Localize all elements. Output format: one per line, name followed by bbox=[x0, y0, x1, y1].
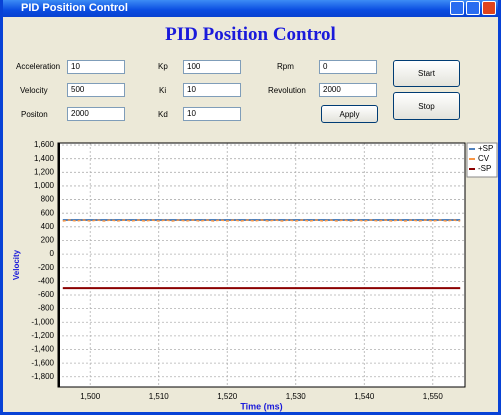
y-tick-label: 600 bbox=[41, 208, 55, 217]
y-tick-label: -200 bbox=[38, 263, 55, 272]
minimize-button[interactable] bbox=[450, 1, 464, 15]
text-box[interactable]: 10 bbox=[67, 60, 125, 74]
x-tick-label: 1,500 bbox=[80, 392, 101, 401]
text-box[interactable]: 10 bbox=[183, 107, 241, 121]
series-line bbox=[62, 219, 461, 222]
start-button[interactable]: Start bbox=[393, 60, 460, 87]
stop-button[interactable]: Stop bbox=[393, 92, 460, 120]
text-box[interactable]: 2000 bbox=[67, 107, 125, 121]
x-tick-label: 1,550 bbox=[423, 392, 444, 401]
y-tick-label: -1,800 bbox=[31, 372, 54, 381]
legend-label: -SP bbox=[478, 164, 491, 173]
legend-label: +SP bbox=[478, 144, 493, 153]
y-axis-label: Velocity bbox=[12, 249, 21, 280]
text-box[interactable]: 0 bbox=[319, 60, 377, 74]
y-tick-label: -600 bbox=[38, 290, 55, 299]
apply-button[interactable]: Apply bbox=[321, 105, 378, 123]
close-button[interactable] bbox=[482, 1, 496, 15]
y-tick-label: -1,000 bbox=[31, 317, 54, 326]
y-tick-label: -800 bbox=[38, 304, 55, 313]
text-box[interactable]: 10 bbox=[183, 83, 241, 97]
header-title: PID Position Control bbox=[165, 24, 336, 45]
y-tick-label: 800 bbox=[41, 195, 55, 204]
y-tick-label: 1,000 bbox=[34, 181, 55, 190]
chart: 1,600 1,400 1,200 1,000 800 600 400 200 0 -200 -40… bbox=[12, 140, 498, 411]
field-label: Positon bbox=[21, 110, 48, 119]
x-tick-label: 1,530 bbox=[286, 392, 307, 401]
field-label: Ki bbox=[159, 86, 167, 95]
y-tick-label: -1,200 bbox=[31, 331, 54, 340]
field-label: Kp bbox=[158, 62, 168, 71]
y-tick-label: 1,600 bbox=[34, 140, 55, 149]
y-tick-label: 1,400 bbox=[34, 154, 55, 163]
x-tick-label: 1,520 bbox=[217, 392, 238, 401]
y-tick-label: -400 bbox=[38, 276, 55, 285]
y-tick-label: -1,600 bbox=[31, 358, 54, 367]
field-label: Rpm bbox=[277, 62, 294, 71]
text-box[interactable]: 2000 bbox=[319, 83, 377, 97]
window-title: PID Position Control bbox=[21, 2, 128, 14]
title-bar: PID Position Control bbox=[3, 0, 498, 17]
field-label: Acceleration bbox=[16, 62, 61, 71]
field-label: Velocity bbox=[20, 86, 48, 95]
y-tick-label: 0 bbox=[50, 249, 55, 258]
y-tick-label: 1,200 bbox=[34, 167, 55, 176]
y-tick-label: 200 bbox=[41, 236, 55, 245]
maximize-button[interactable] bbox=[466, 1, 480, 15]
field-label: Revolution bbox=[268, 86, 306, 95]
y-tick-label: 400 bbox=[41, 222, 55, 231]
y-tick-label: -1,400 bbox=[31, 345, 54, 354]
plot-area bbox=[58, 143, 465, 387]
text-box[interactable]: 500 bbox=[67, 83, 125, 97]
legend-label: CV bbox=[478, 154, 490, 163]
x-axis-label: Time (ms) bbox=[240, 401, 282, 411]
x-tick-label: 1,510 bbox=[149, 392, 170, 401]
field-label: Kd bbox=[158, 110, 168, 119]
x-tick-label: 1,540 bbox=[354, 392, 375, 401]
text-box[interactable]: 100 bbox=[183, 60, 241, 74]
